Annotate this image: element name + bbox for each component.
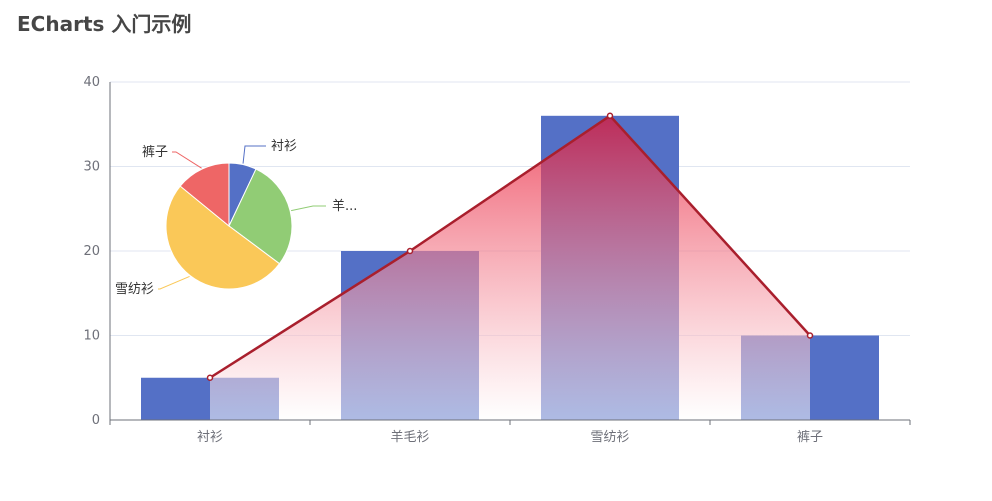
chart-title: ECharts 入门示例	[17, 12, 192, 36]
y-tick-label-40: 40	[83, 75, 100, 90]
y-tick-label-0: 0	[92, 413, 100, 428]
x-tick-label-羊毛衫: 羊毛衫	[390, 429, 429, 445]
pie-leader-羊毛衫	[291, 205, 326, 212]
x-tick-label-衬衫: 衬衫	[197, 430, 223, 445]
pie-leader-衬衫	[242, 145, 266, 164]
pie-slice-羊毛衫	[228, 168, 293, 265]
pie-label-羊毛衫: 羊...	[332, 198, 357, 214]
pie-leader-雪纺衫	[158, 275, 190, 290]
pie-slice-裤子	[179, 162, 230, 228]
y-tick-label-30: 30	[83, 160, 100, 175]
y-tick-label-10: 10	[83, 329, 100, 344]
line-area-fill	[210, 115, 810, 421]
x-tick-label-裤子: 裤子	[797, 430, 823, 445]
y-tick-label-20: 20	[83, 244, 100, 259]
pie-label-衬衫: 衬衫	[271, 139, 297, 154]
x-tick-label-雪纺衫: 雪纺衫	[590, 430, 629, 445]
pie-leader-裤子	[172, 151, 202, 169]
pie-label-雪纺衫: 雪纺衫	[115, 282, 154, 297]
line-point-衬衫	[206, 374, 214, 381]
line-point-雪纺衫	[606, 112, 614, 120]
pie-slice-雪纺衫	[165, 185, 281, 290]
line-series	[209, 114, 811, 379]
pie-label-裤子: 裤子	[142, 145, 168, 160]
line-point-裤子	[806, 332, 814, 339]
line-point-羊毛衫	[406, 247, 414, 255]
